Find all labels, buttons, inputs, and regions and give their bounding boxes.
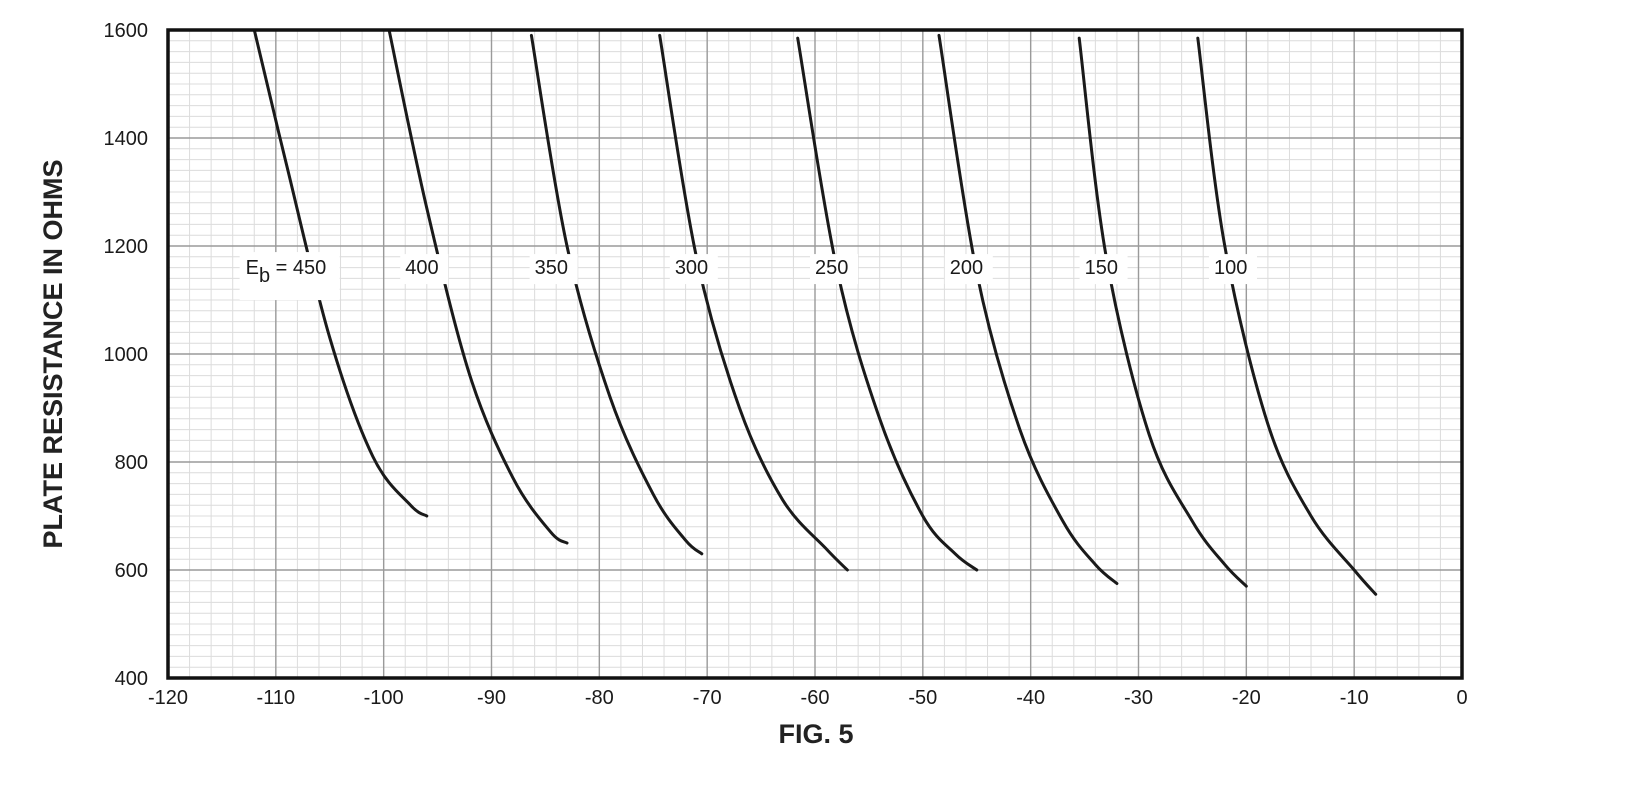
x-tick-label: -30 <box>1124 687 1153 709</box>
curve-eb-100 <box>1196 36 1378 596</box>
y-axis-ticks: 400 600 800 1000 1200 1400 1600 <box>104 20 149 690</box>
x-tick-label: -20 <box>1232 687 1261 709</box>
x-tick-label: -60 <box>801 687 830 709</box>
curve-label-background <box>239 252 340 301</box>
x-tick-label: -120 <box>148 687 188 709</box>
y-tick-label: 1600 <box>104 20 149 42</box>
figure-title: FIG. 5 <box>778 719 853 749</box>
curve-label-background <box>400 254 449 285</box>
x-tick-label: -70 <box>693 687 722 709</box>
curve-eb-150 <box>1077 36 1248 588</box>
curve-label: 350 <box>535 257 568 279</box>
x-tick-label: -80 <box>585 687 614 709</box>
x-axis-ticks: -120 -110 -100 -90 -80 -70 -60 -50 -40 -30 -20 -10 0 <box>148 687 1468 709</box>
y-tick-label: 1200 <box>104 236 149 258</box>
curve-label-background <box>669 254 718 285</box>
curve-label-background <box>1208 254 1257 285</box>
x-tick-label: -40 <box>1016 687 1045 709</box>
curve-eb-450 <box>252 28 429 518</box>
curve-label-background <box>944 254 993 285</box>
curve-labels: Eb = 450 400 350 300 250 200 150 100 <box>239 252 1257 301</box>
curve-eb-300 <box>658 33 849 572</box>
y-tick-label: 600 <box>115 560 148 582</box>
curve-eb-400 <box>387 28 569 545</box>
curve-label: 250 <box>815 257 848 279</box>
curve-label-background <box>529 254 578 285</box>
curve-eb-250 <box>796 36 979 572</box>
y-axis-label: PLATE RESISTANCE IN OHMS <box>38 159 68 548</box>
curve-label: 200 <box>950 257 983 279</box>
y-tick-label: 1400 <box>104 128 149 150</box>
plot-frame <box>166 28 1464 680</box>
curve-eb-350 <box>529 33 704 556</box>
curve-label: 300 <box>675 257 708 279</box>
x-tick-label: -110 <box>257 687 296 709</box>
curve-label: 150 <box>1085 257 1118 279</box>
curve-label-background <box>1079 254 1128 285</box>
curve-eb-200 <box>937 33 1119 585</box>
x-tick-label: -100 <box>364 687 404 709</box>
y-tick-label: 800 <box>115 452 148 474</box>
curve-label: 400 <box>405 257 438 279</box>
x-tick-label: -90 <box>477 687 506 709</box>
x-tick-label: -10 <box>1340 687 1369 709</box>
x-tick-label: 0 <box>1456 687 1467 709</box>
curves <box>252 28 1378 596</box>
curve-label-background <box>810 254 858 285</box>
curve-label: Eb = 450 <box>246 257 327 287</box>
y-tick-label: 400 <box>115 668 148 690</box>
y-tick-label: 1000 <box>104 344 149 366</box>
curve-label: 100 <box>1214 257 1247 279</box>
x-tick-label: -50 <box>908 687 937 709</box>
